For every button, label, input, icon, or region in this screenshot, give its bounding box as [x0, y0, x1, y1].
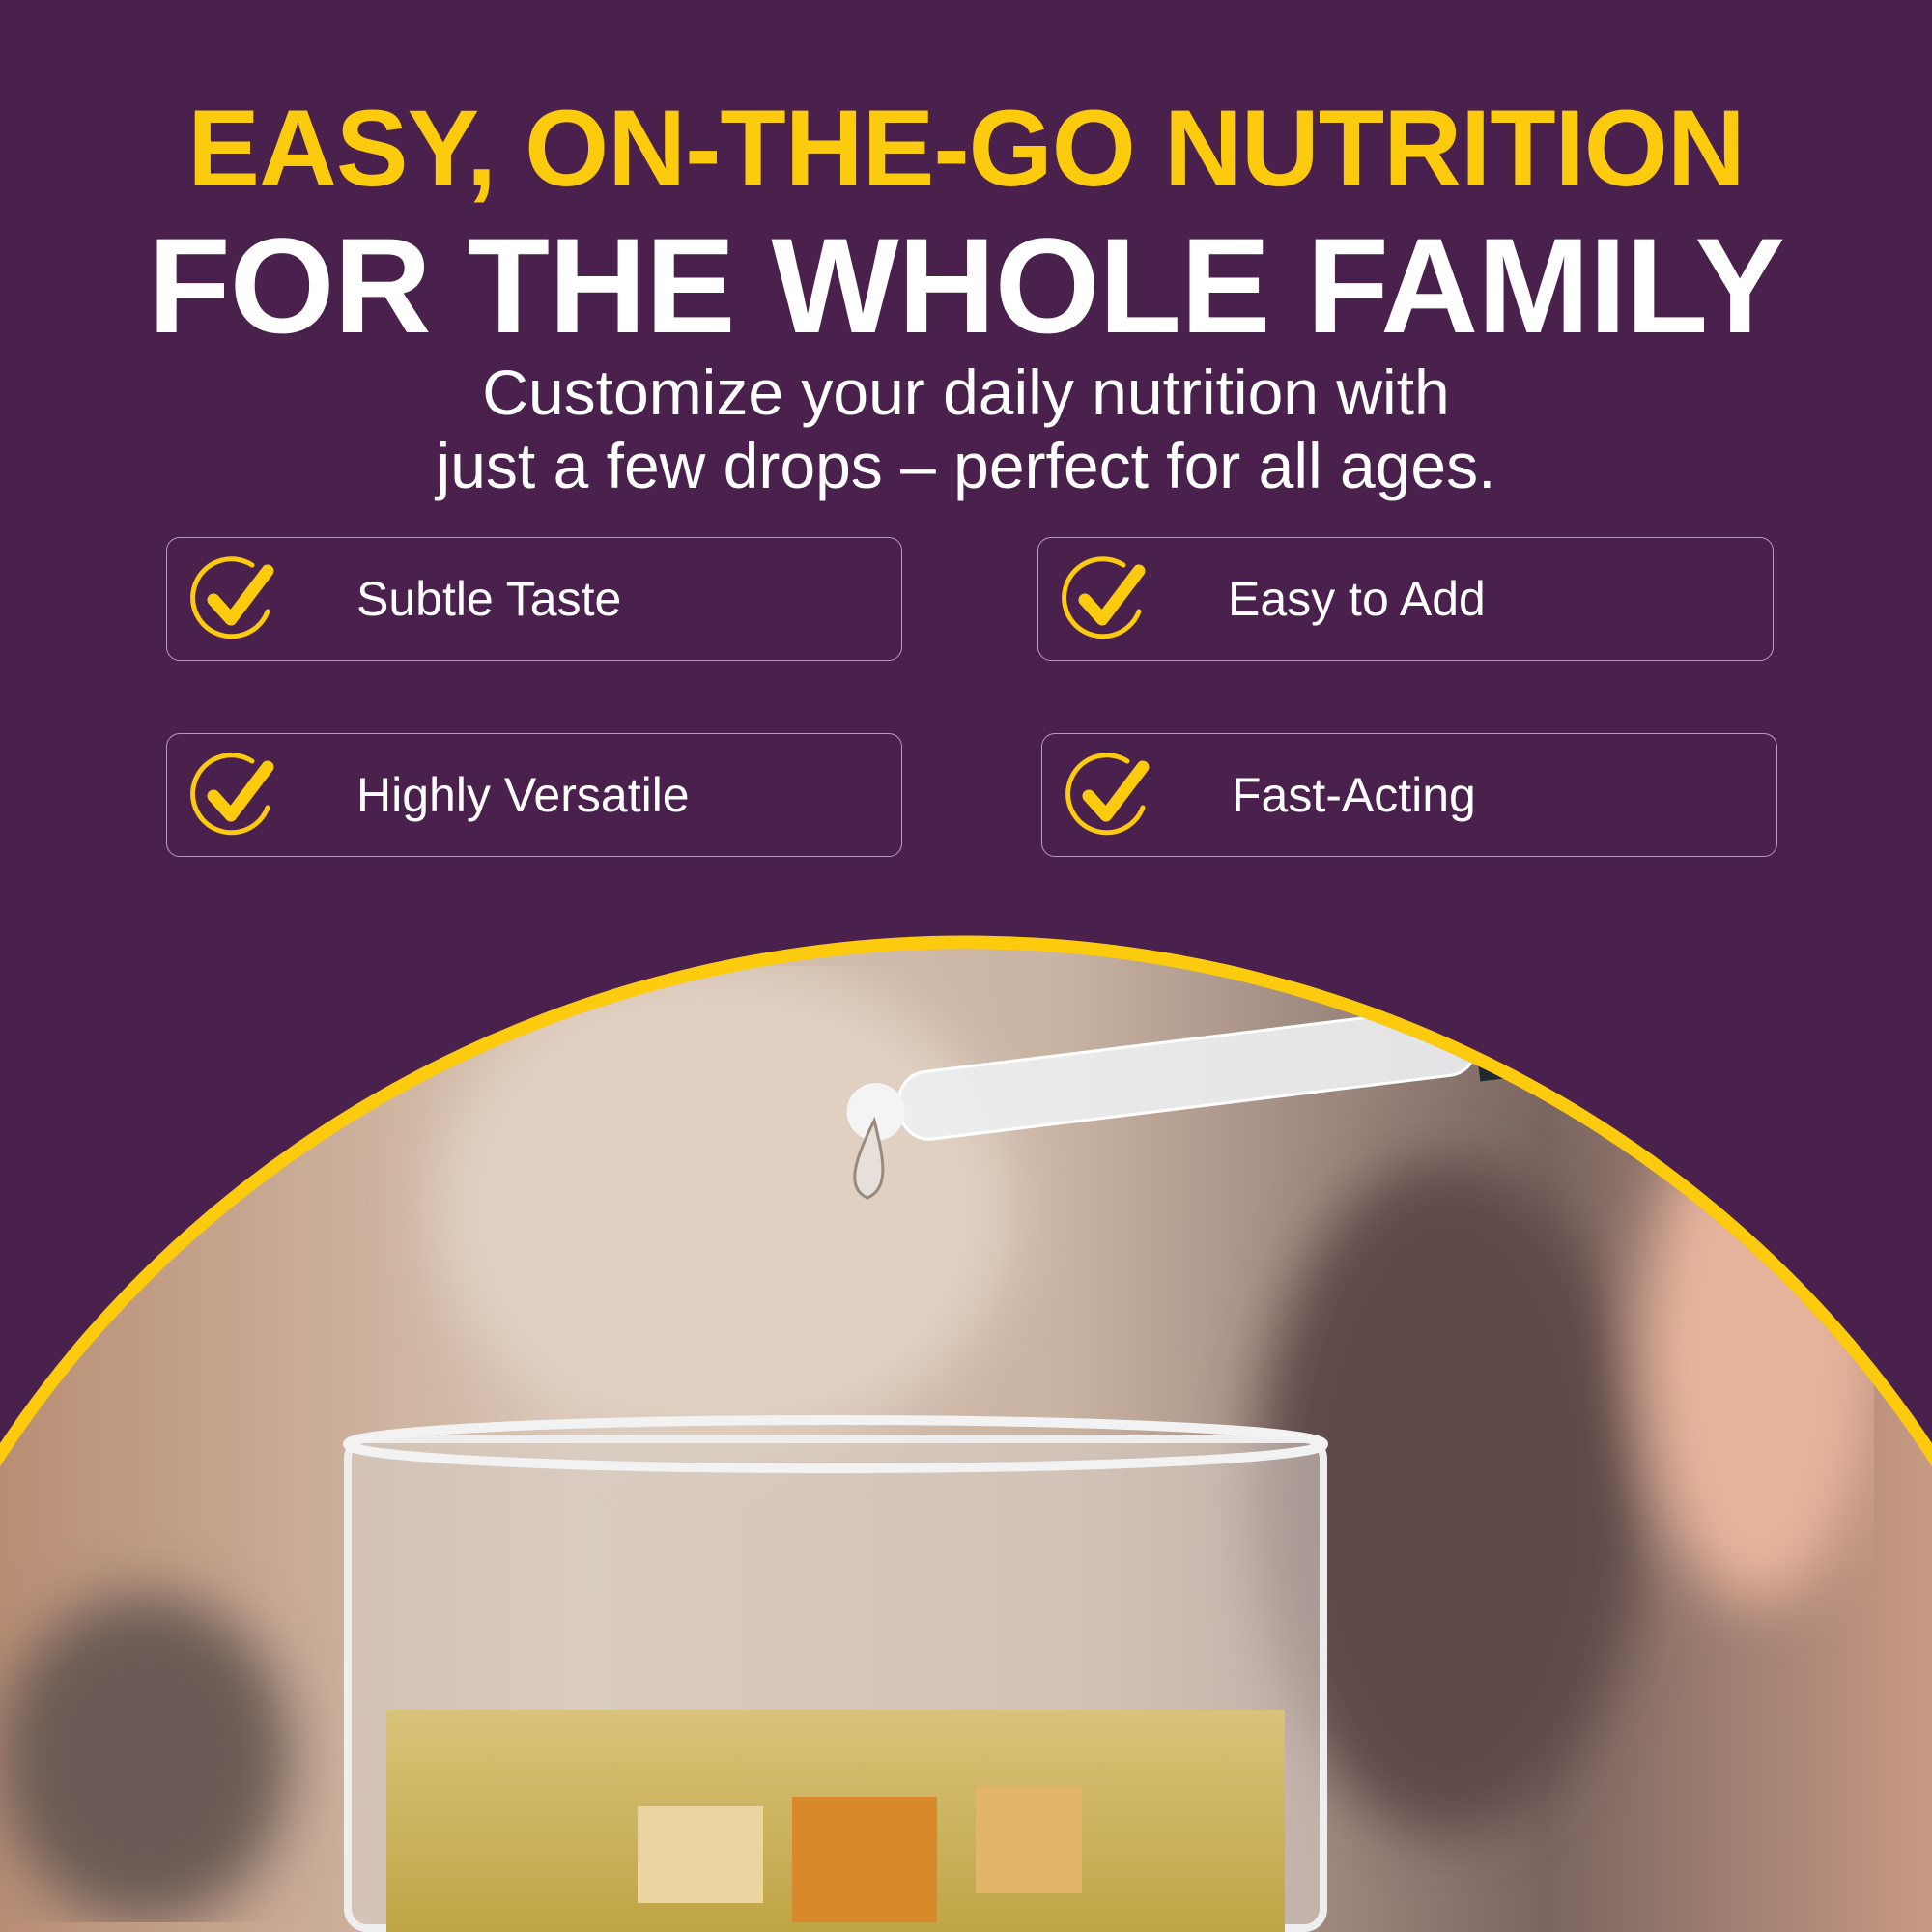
check-circle-icon — [190, 753, 274, 836]
drop — [853, 1116, 885, 1200]
headline-line-2: FOR THE WHOLE FAMILY — [148, 210, 1785, 361]
feature-highly-versatile: Highly Versatile — [166, 733, 902, 857]
feature-subtle-taste: Subtle Taste — [166, 537, 902, 661]
check-circle-icon — [190, 556, 274, 639]
subtitle-line-2: just a few drops – perfect for all ages. — [436, 430, 1496, 501]
headline-line-1: EASY, ON-THE-GO NUTRITION — [187, 88, 1745, 209]
feature-fast-acting: Fast-Acting — [1041, 733, 1777, 857]
check-circle-icon — [1062, 556, 1146, 639]
feature-label: Subtle Taste — [356, 572, 622, 626]
feature-label: Easy to Add — [1228, 572, 1486, 626]
feature-label: Fast-Acting — [1232, 768, 1476, 822]
feature-easy-to-add: Easy to Add — [1037, 537, 1774, 661]
subtitle: Customize your daily nutrition with just… — [0, 355, 1932, 502]
check-circle-icon — [1065, 753, 1150, 836]
feature-label: Highly Versatile — [356, 768, 690, 822]
subtitle-line-1: Customize your daily nutrition with — [482, 356, 1450, 428]
